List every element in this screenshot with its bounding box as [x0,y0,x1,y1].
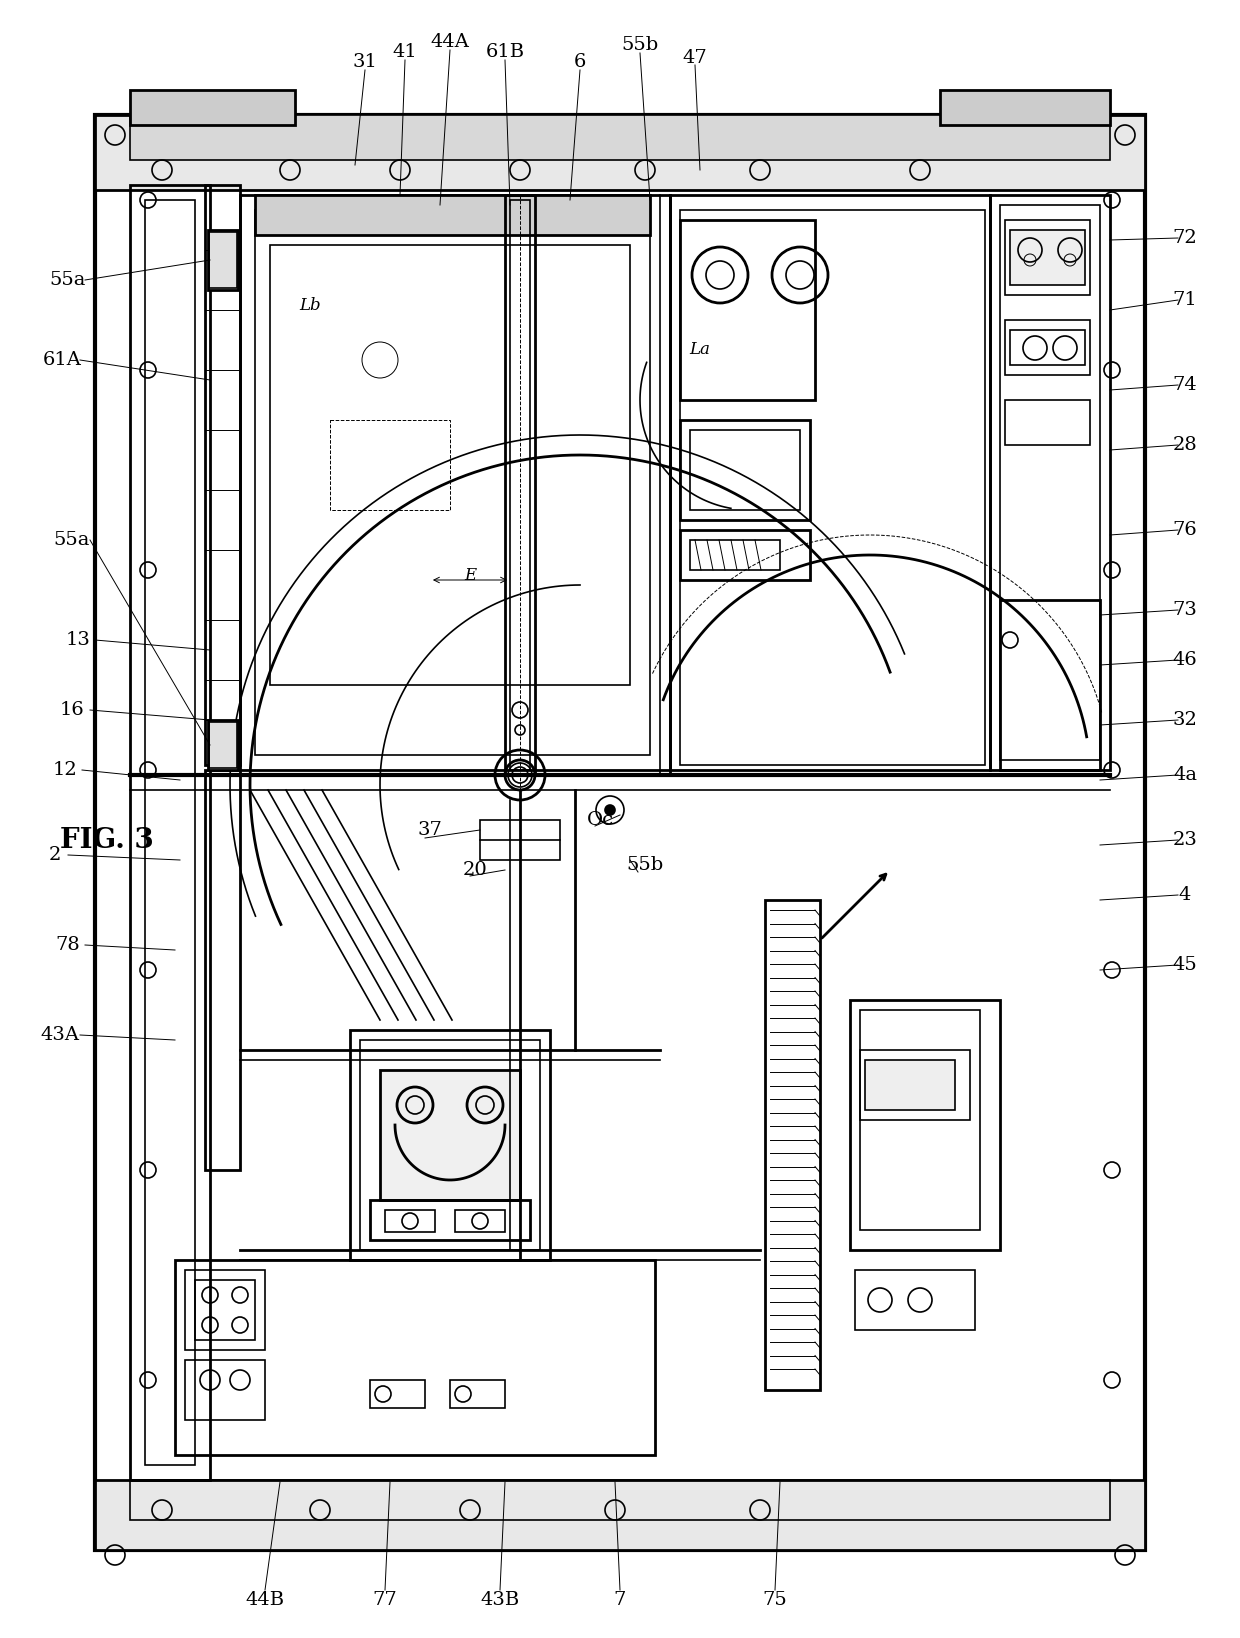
Text: 71: 71 [1173,292,1198,310]
Bar [130,1481,1110,1520]
Text: 16: 16 [60,701,84,719]
Bar [241,195,670,770]
Bar [205,770,241,1170]
Bar [255,210,650,755]
Text: Lb: Lb [299,296,321,313]
Text: 43A: 43A [41,1025,79,1043]
Bar [360,1040,539,1250]
Bar [205,185,241,765]
Bar [1004,219,1090,295]
Bar [210,233,237,288]
Bar [999,205,1100,760]
Bar [210,722,237,768]
Bar [689,541,780,570]
Bar [999,600,1100,770]
Bar [130,90,295,124]
Text: 7: 7 [614,1590,626,1609]
Text: 47: 47 [683,49,707,67]
Bar [861,1011,980,1230]
Text: E: E [464,567,476,583]
Bar [370,1201,529,1240]
Text: 72: 72 [1173,229,1198,247]
Text: 4a: 4a [1173,767,1197,785]
Bar [1011,329,1085,365]
Text: 23: 23 [1173,830,1198,848]
Bar [379,1070,520,1201]
Text: 45: 45 [1173,957,1198,975]
Bar [208,721,238,770]
Text: 77: 77 [373,1590,397,1609]
Bar [856,1269,975,1330]
Text: 43B: 43B [480,1590,520,1609]
Text: 76: 76 [1173,521,1198,539]
Bar [455,1210,505,1232]
Circle shape [605,804,615,816]
Text: 4: 4 [1179,886,1192,904]
Text: 75: 75 [763,1590,787,1609]
Bar [670,195,990,770]
Text: 44A: 44A [430,33,470,51]
Text: 46: 46 [1173,650,1198,668]
Bar [680,419,810,519]
Text: 74: 74 [1173,377,1198,395]
Bar [866,1060,955,1111]
Text: 28: 28 [1173,436,1198,454]
Text: Oc: Oc [587,811,614,829]
Bar [270,246,630,685]
Text: 41: 41 [393,43,418,61]
Text: 13: 13 [66,631,91,649]
Bar [350,1030,551,1260]
Text: 55a: 55a [53,531,91,549]
Text: 55a: 55a [50,270,87,288]
Bar [680,210,985,765]
Bar [680,531,810,580]
Bar [990,195,1110,770]
Bar [384,1210,435,1232]
Text: 44B: 44B [246,1590,284,1609]
Text: 6: 6 [574,52,587,70]
Bar [849,1001,999,1250]
Bar [861,1050,970,1120]
Bar [145,200,195,1464]
Bar [370,1379,425,1409]
Text: FIG. 3: FIG. 3 [60,827,154,853]
Bar [510,200,529,770]
Bar [680,219,815,400]
Text: 61B: 61B [485,43,525,61]
Bar [208,229,238,290]
Bar [185,1269,265,1350]
Text: 32: 32 [1173,711,1198,729]
Bar [95,115,1145,190]
Bar [185,1360,265,1420]
Text: 2: 2 [48,845,61,863]
Bar [175,1260,655,1455]
Bar [480,821,560,860]
Bar [505,195,534,775]
Bar [1004,319,1090,375]
Bar [95,1481,1145,1550]
Text: 55b: 55b [626,857,663,875]
Text: 73: 73 [1173,601,1198,619]
Bar [195,1279,255,1340]
Bar [1004,400,1090,446]
Bar [689,431,800,509]
Bar [940,90,1110,124]
Bar [95,115,1145,1550]
Text: 78: 78 [56,935,81,953]
Text: 61A: 61A [42,351,82,369]
Text: 37: 37 [418,821,443,839]
Bar [765,899,820,1391]
Bar [130,115,1110,161]
Text: 31: 31 [352,52,377,70]
Bar [130,185,210,1481]
Bar [330,419,450,509]
Text: La: La [689,341,711,359]
Text: 12: 12 [52,762,77,780]
Text: 20: 20 [463,862,487,880]
Bar [450,1379,505,1409]
Bar [1011,229,1085,285]
Text: 55b: 55b [621,36,658,54]
Bar [255,195,650,234]
